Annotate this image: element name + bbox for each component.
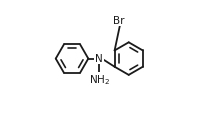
Text: N: N xyxy=(95,54,103,64)
Text: Br: Br xyxy=(113,16,124,26)
Text: NH$_2$: NH$_2$ xyxy=(89,73,110,87)
